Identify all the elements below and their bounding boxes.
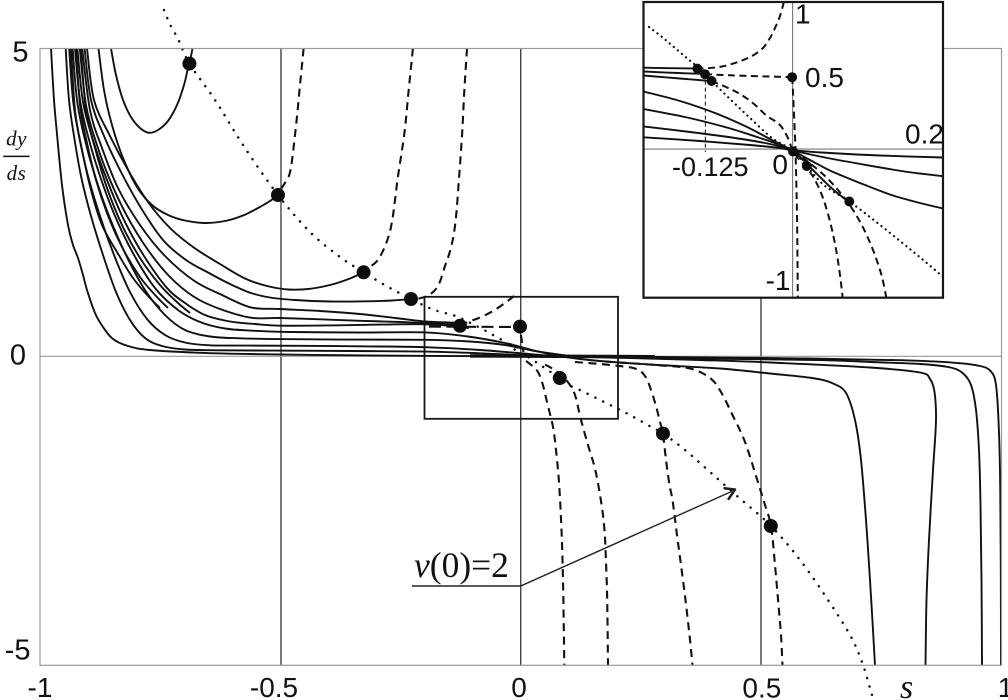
svg-text:ds: ds [7, 161, 27, 185]
svg-text:0: 0 [772, 149, 788, 180]
svg-text:dy: dy [6, 127, 27, 151]
svg-text:1: 1 [998, 672, 1008, 700]
svg-text:-1: -1 [28, 672, 53, 700]
svg-text:0: 0 [10, 340, 26, 372]
svg-text:1: 1 [795, 0, 811, 30]
svg-text:0.5: 0.5 [805, 62, 844, 93]
svg-text:-1: -1 [766, 265, 791, 296]
svg-text:-0.5: -0.5 [250, 672, 298, 700]
svg-text:5: 5 [12, 36, 28, 68]
svg-text:v(0)=2: v(0)=2 [414, 545, 509, 585]
svg-text:-0.125: -0.125 [672, 152, 749, 182]
svg-text:-5: -5 [5, 635, 31, 667]
svg-text:0: 0 [511, 672, 527, 700]
svg-text:0.5: 0.5 [742, 673, 781, 700]
svg-text:0.2: 0.2 [905, 119, 944, 150]
svg-text:s: s [900, 669, 913, 700]
